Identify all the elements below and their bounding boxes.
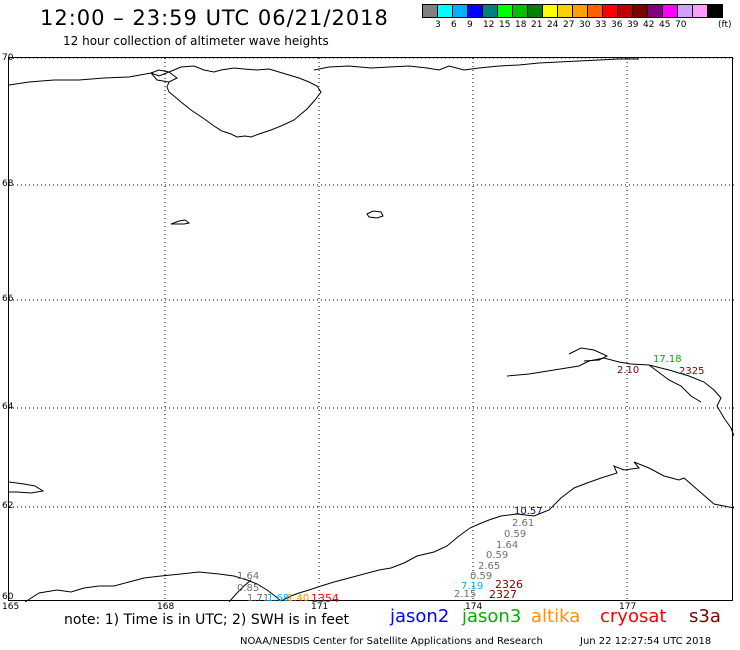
legend-tick-label: 9 (467, 20, 473, 30)
obs-label: 17.18 (653, 354, 682, 365)
lon-label-174: 174 (465, 602, 483, 612)
lon-label-171: 171 (311, 602, 329, 612)
obs-label: 2.65 (478, 561, 500, 572)
lat-label-68: 68 (2, 179, 14, 189)
obs-label: 2.15 (454, 589, 476, 600)
legend-swatch (527, 4, 543, 18)
legend-tick-label: 15 (499, 20, 511, 30)
credit-text: NOAA/NESDIS Center for Satellite Applica… (240, 636, 543, 647)
legend-swatch (707, 4, 723, 18)
obs-label: 0.59 (504, 529, 526, 540)
north-coast (8, 65, 322, 138)
north-coast-east (313, 58, 639, 71)
coastlines (8, 58, 735, 603)
lon-label-168: 168 (157, 602, 175, 612)
legend-tick-label: 21 (531, 20, 543, 30)
wave-height-color-legend: 3 6 9 12 15 18 21 24 27 30 33 36 39 42 45 70 (ft) (422, 4, 732, 30)
legend-swatch (632, 4, 648, 18)
small-island-2 (170, 219, 191, 225)
legend-swatch (587, 4, 603, 18)
legend-tick-labels: 3 6 9 12 15 18 21 24 27 30 33 36 39 42 45 70 (ft) (422, 20, 740, 34)
map-subtitle: 12 hour collection of altimeter wave hei… (63, 34, 329, 48)
legend-tick-label: (ft) (718, 20, 732, 30)
small-island-1 (366, 210, 384, 219)
observation-labels: 17.18 2.10 2325 10.57 2.61 0.59 1.64 0.5… (237, 354, 704, 605)
legend-tick-label: 27 (563, 20, 575, 30)
obs-label: 2.10 (617, 365, 639, 376)
lat-label-64: 64 (2, 402, 14, 412)
legend-swatch (602, 4, 618, 18)
sat-jason3: jason3 (462, 606, 522, 627)
kuskokwim-coast (228, 579, 252, 603)
obs-label: 7.19 (461, 581, 483, 592)
legend-swatch (647, 4, 663, 18)
generated-timestamp: Jun 22 12:27:54 UTC 2018 (580, 636, 712, 647)
north-inlet (150, 69, 178, 83)
legend-swatch (497, 4, 513, 18)
legend-swatch (677, 4, 693, 18)
lon-label-177: 177 (619, 602, 637, 612)
legend-swatch (572, 4, 588, 18)
obs-label: 10.57 (514, 506, 543, 517)
obs-label: 2327 (489, 588, 517, 601)
legend-tick-label: 36 (611, 20, 623, 30)
sat-s3a: s3a (689, 606, 721, 627)
legend-swatch (422, 4, 438, 18)
legend-tick-label: 30 (579, 20, 591, 30)
obs-label: 0.59 (470, 571, 492, 582)
obs-label: 1.68 (267, 593, 289, 602)
legend-swatch (692, 4, 708, 18)
lat-label-66: 66 (2, 294, 14, 304)
legend-tick-label: 45 (659, 20, 671, 30)
legend-swatch (467, 4, 483, 18)
sat-altika: altika (531, 606, 581, 627)
peninsula-tip (648, 364, 702, 403)
obs-label: 1354 (311, 592, 339, 602)
yk-delta-coast (24, 571, 282, 603)
obs-label: 2325 (679, 366, 704, 377)
legend-tick-label: 33 (595, 20, 607, 30)
legend-swatches (422, 4, 723, 18)
map-frame: 17.18 2.10 2325 10.57 2.61 0.59 1.64 0.5… (8, 57, 735, 605)
lat-label-70: 70 (2, 53, 14, 63)
legend-tick-label: 3 (435, 20, 441, 30)
obs-label: 0.85 (237, 583, 259, 594)
seward-peninsula-south (506, 357, 735, 437)
obs-label: 1.40 (287, 593, 309, 602)
sat-jason2: jason2 (390, 606, 450, 627)
map-title: 12:00 – 23:59 UTC 06/21/2018 (40, 6, 389, 30)
obs-label: 1.64 (496, 540, 518, 551)
norton-sound-coast (280, 461, 735, 602)
legend-swatch (437, 4, 453, 18)
legend-swatch (512, 4, 528, 18)
sat-cryosat: cryosat (600, 606, 667, 627)
legend-tick-label: 39 (627, 20, 639, 30)
lat-label-62: 62 (2, 501, 14, 511)
footer-note: note: 1) Time is in UTC; 2) SWH is in fe… (64, 612, 350, 628)
legend-tick-label: 12 (483, 20, 495, 30)
obs-label: 1.71 (247, 593, 269, 602)
lat-label-60: 60 (2, 592, 14, 602)
graticule (9, 57, 734, 602)
seward-inlet (568, 347, 609, 362)
legend-tick-label: 42 (643, 20, 655, 30)
map-canvas: 17.18 2.10 2325 10.57 2.61 0.59 1.64 0.5… (8, 57, 735, 605)
obs-label: 2326 (495, 578, 523, 591)
legend-swatch (617, 4, 633, 18)
legend-swatch (482, 4, 498, 18)
lon-label-165: 165 (2, 602, 20, 612)
obs-label: 0.59 (486, 550, 508, 561)
west-cape (8, 481, 45, 494)
obs-label: 1.64 (237, 571, 259, 582)
obs-label: 2.61 (512, 518, 534, 529)
legend-tick-label: 70 (675, 20, 687, 30)
legend-swatch (452, 4, 468, 18)
legend-swatch (662, 4, 678, 18)
legend-tick-label: 24 (547, 20, 559, 30)
legend-swatch (542, 4, 558, 18)
legend-tick-label: 18 (515, 20, 527, 30)
legend-swatch (557, 4, 573, 18)
legend-tick-label: 6 (451, 20, 457, 30)
